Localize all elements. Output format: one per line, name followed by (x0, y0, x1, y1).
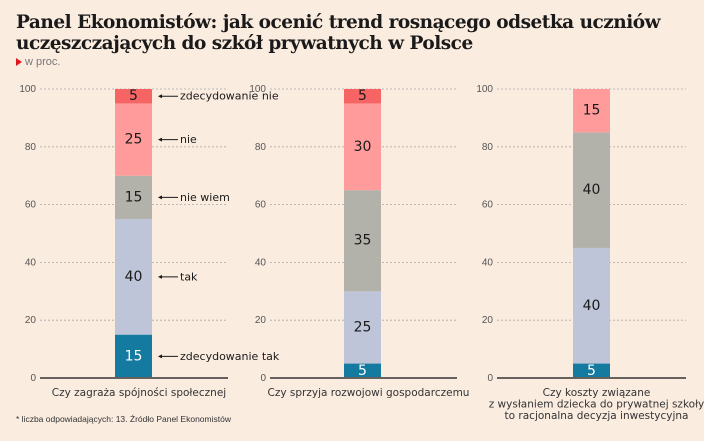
legend-label: tak (180, 270, 198, 283)
footnote: * liczba odpowiadających: 13. Źródło Pan… (16, 414, 231, 424)
data-label: 40 (583, 182, 601, 198)
y-tick-label: 20 (255, 315, 267, 326)
arrow-left-icon (158, 137, 162, 142)
bar-segment-tak (344, 291, 381, 364)
bar-segment-zdecydowanie-tak (573, 363, 610, 377)
data-label: 15 (125, 189, 143, 205)
category-label: z wysłaniem dziecka do prywatnej szkoły (489, 399, 704, 411)
category-label: Czy koszty związane (543, 387, 651, 399)
y-tick-label: 60 (25, 200, 37, 211)
category-label: Czy sprzyja rozwojowi gospodarczemu (268, 387, 470, 399)
data-label: 30 (354, 139, 372, 155)
data-label: 5 (358, 88, 367, 104)
y-tick-label: 80 (25, 142, 37, 153)
legend-label: nie wiem (180, 191, 230, 204)
data-label: 40 (583, 298, 601, 314)
legend-label: zdecydowanie nie (180, 90, 279, 103)
y-tick-label: 80 (255, 142, 267, 153)
chart-title: Panel Ekonomistów: jak ocenić trend rosn… (16, 12, 661, 54)
bar-segment-nie-wiem (344, 190, 381, 292)
y-tick-label: 40 (482, 257, 494, 268)
y-tick-label: 20 (482, 315, 494, 326)
unit-subtitle: w proc. (16, 56, 60, 68)
data-label: 5 (587, 363, 596, 379)
bar-segment-tak (573, 247, 610, 364)
y-tick-label: 40 (25, 257, 37, 268)
data-label: 5 (358, 363, 367, 379)
category-label: Czy zagraża spójności społecznej (52, 387, 226, 399)
y-tick-label: 40 (255, 257, 267, 268)
y-tick-label: 0 (487, 373, 493, 384)
bar-segment-zdecydowanie-tak (115, 334, 152, 377)
data-label: 15 (583, 103, 601, 119)
bar-segment-zdecydowanie-nie (115, 89, 152, 104)
y-tick-label: 20 (25, 315, 37, 326)
bar-segment-nie (115, 103, 152, 176)
arrow-left-icon (158, 195, 162, 200)
y-tick-label: 100 (476, 84, 493, 95)
bar-segment-nie (573, 89, 610, 133)
legend-label: zdecydowanie tak (180, 350, 280, 363)
y-tick-label: 100 (19, 84, 36, 95)
y-tick-label: 0 (260, 373, 266, 384)
unit-label: w proc. (25, 56, 61, 68)
arrow-left-icon (158, 94, 162, 99)
bar-segment-nie-wiem (115, 175, 152, 220)
data-label: 25 (125, 132, 143, 148)
data-label: 15 (125, 348, 143, 364)
bar-segment-nie-wiem (573, 132, 610, 248)
data-label: 25 (354, 319, 372, 335)
bar-segment-nie (344, 103, 381, 191)
bar-segment-tak (115, 219, 152, 335)
legend-label: nie (180, 133, 197, 146)
y-tick-label: 80 (482, 142, 494, 153)
y-tick-label: 60 (255, 200, 267, 211)
bar-segment-zdecydowanie-nie (344, 89, 381, 104)
arrow-left-icon (158, 274, 162, 279)
y-tick-label: 0 (30, 373, 36, 384)
y-tick-label: 100 (249, 84, 266, 95)
bar-segment-zdecydowanie-tak (344, 363, 381, 377)
category-label: to racjonalna decyzja inwestycyjna (505, 410, 689, 422)
y-tick-label: 60 (482, 200, 494, 211)
data-label: 40 (125, 269, 143, 285)
arrow-left-icon (158, 354, 162, 359)
data-label: 5 (129, 88, 138, 104)
data-label: 35 (354, 233, 372, 249)
red-triangle-icon (16, 58, 22, 66)
